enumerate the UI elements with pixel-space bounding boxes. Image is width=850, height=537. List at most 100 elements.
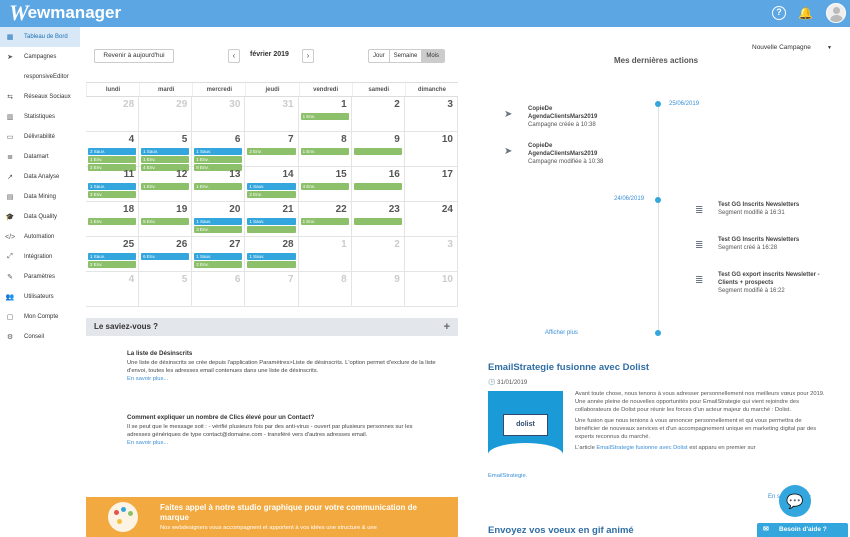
calendar-day-cell[interactable]: 28 1 Sauv.: [245, 237, 299, 272]
calendar-day-cell[interactable]: 26 6 Env.: [139, 237, 193, 272]
calendar-day-cell[interactable]: 27 1 Sauv. 2 Env.: [192, 237, 246, 272]
avatar[interactable]: [826, 3, 846, 23]
saved-event[interactable]: 1 Sauv.: [194, 148, 243, 155]
sent-event[interactable]: 1 Env.: [141, 183, 190, 190]
calendar-day-cell[interactable]: 11 1 Sauv. 3 Env.: [86, 167, 140, 202]
news-source-link[interactable]: EmailStrategie.: [488, 473, 528, 479]
tip-more-link[interactable]: En savoir plus...: [127, 439, 169, 446]
saved-event[interactable]: 1 Sauv.: [247, 253, 296, 260]
show-more-link[interactable]: Afficher plus: [545, 330, 578, 336]
calendar-day-cell[interactable]: 14 1 Sauv. 2 Env.: [245, 167, 299, 202]
next-month-button[interactable]: ›: [302, 49, 314, 63]
sent-event[interactable]: 1 Env.: [88, 218, 137, 225]
sent-event[interactable]: 2 Env.: [247, 148, 296, 155]
sidebar-item[interactable]: ▭ Délivrabilité: [0, 127, 80, 147]
sidebar-item[interactable]: 👥 Utilisateurs: [0, 287, 80, 307]
sent-event[interactable]: 1 Env.: [300, 148, 349, 155]
calendar-day-cell[interactable]: 2: [351, 237, 405, 272]
sent-event[interactable]: 1 Env.: [194, 156, 243, 163]
calendar-day-cell[interactable]: 10: [404, 272, 458, 307]
calendar-day-cell[interactable]: 17: [404, 167, 458, 202]
studio-promo-banner[interactable]: Faites appel à notre studio graphique po…: [86, 497, 458, 537]
calendar-day-cell[interactable]: 3: [404, 237, 458, 272]
sent-event[interactable]: 4 Env.: [300, 183, 349, 190]
help-button[interactable]: ✉ Besoin d'aide ?: [757, 523, 848, 537]
bell-icon[interactable]: 🔔: [798, 6, 813, 20]
sidebar-item[interactable]: ⇆ Réseaux Sociaux: [0, 87, 80, 107]
calendar-day-cell[interactable]: 23: [351, 202, 405, 237]
view-button[interactable]: Semaine: [390, 50, 423, 62]
calendar-day-cell[interactable]: 8: [298, 272, 352, 307]
calendar-day-cell[interactable]: 20 1 Sauv. 3 Env.: [192, 202, 246, 237]
calendar-day-cell[interactable]: 16: [351, 167, 405, 202]
sent-event[interactable]: [247, 226, 296, 233]
sidebar-item[interactable]: ≣ Datamart: [0, 147, 80, 167]
calendar-day-cell[interactable]: 12 1 Env.: [139, 167, 193, 202]
today-button[interactable]: Revenir à aujourd'hui: [94, 49, 174, 63]
calendar-day-cell[interactable]: 21 1 Sauv.: [245, 202, 299, 237]
sent-event[interactable]: 1 Env.: [300, 113, 349, 120]
calendar-day-cell[interactable]: 28: [86, 97, 140, 132]
saved-event[interactable]: 1 Sauv.: [194, 218, 243, 225]
action-item[interactable]: Test GG Inscrits Newsletters Segment mod…: [718, 201, 838, 217]
sidebar-item[interactable]: </> Automation: [0, 227, 80, 247]
sent-event[interactable]: [353, 148, 402, 155]
calendar-day-cell[interactable]: 4 2 Sauv. 1 Env. 3 Env.: [86, 132, 140, 171]
news-title[interactable]: EmailStrategie fusionne avec Dolist: [488, 362, 650, 373]
calendar-day-cell[interactable]: 1: [298, 237, 352, 272]
action-item[interactable]: Test GG Inscrits Newsletters Segment cré…: [718, 236, 838, 252]
sidebar-item[interactable]: 🎓 Data Quality: [0, 207, 80, 227]
sent-event[interactable]: 1 Env.: [141, 156, 190, 163]
saved-event[interactable]: 1 Sauv.: [194, 253, 243, 260]
sent-event[interactable]: 1 Env.: [194, 183, 243, 190]
calendar-day-cell[interactable]: 7 2 Env.: [245, 132, 299, 167]
saved-event[interactable]: 1 Sauv.: [141, 148, 190, 155]
saved-event[interactable]: 1 Sauv.: [247, 218, 296, 225]
action-item[interactable]: CopieDe AgendaClientsMars2019 Campagne c…: [528, 105, 618, 129]
sent-event[interactable]: 2 Env.: [194, 261, 243, 268]
calendar-day-cell[interactable]: 2: [351, 97, 405, 132]
action-item[interactable]: CopieDe AgendaClientsMars2019 Campagne m…: [528, 142, 618, 166]
news-image[interactable]: dolist: [488, 391, 563, 466]
chat-icon[interactable]: 💬: [779, 485, 811, 517]
calendar-day-cell[interactable]: 24: [404, 202, 458, 237]
saved-event[interactable]: 1 Sauv.: [88, 253, 137, 260]
calendar-day-cell[interactable]: 18 1 Env.: [86, 202, 140, 237]
sent-event[interactable]: 2 Env.: [88, 261, 137, 268]
calendar-day-cell[interactable]: 1 1 Env.: [298, 97, 352, 132]
calendar-day-cell[interactable]: 22 1 Env.: [298, 202, 352, 237]
calendar-day-cell[interactable]: 9: [351, 272, 405, 307]
sidebar-item[interactable]: ▤ Data Mining: [0, 187, 80, 207]
sidebar-item[interactable]: ▢ Mon Compte: [0, 307, 80, 327]
saved-event[interactable]: 1 Sauv.: [88, 183, 137, 190]
sent-event[interactable]: 4 Env.: [141, 164, 190, 171]
sidebar-item[interactable]: ✎ Paramètres: [0, 267, 80, 287]
sidebar-item[interactable]: responsiveEditor: [0, 67, 80, 87]
calendar-day-cell[interactable]: 10: [404, 132, 458, 167]
calendar-day-cell[interactable]: 5: [139, 272, 193, 307]
news-title[interactable]: Envoyez vos voeux en gif animé: [488, 525, 634, 536]
sent-event[interactable]: [353, 183, 402, 190]
sent-event[interactable]: 3 Env.: [194, 226, 243, 233]
expand-plus-icon[interactable]: +: [443, 321, 450, 333]
saved-event[interactable]: 1 Sauv.: [247, 183, 296, 190]
calendar-day-cell[interactable]: 30: [192, 97, 246, 132]
sent-event[interactable]: [247, 261, 296, 268]
new-campaign-select[interactable]: Nouvelle Campagne ▼: [748, 42, 836, 54]
sidebar-item[interactable]: ▦ Tableau de Bord: [0, 27, 80, 47]
calendar-day-cell[interactable]: 5 1 Sauv. 1 Env. 4 Env.: [139, 132, 193, 171]
calendar-day-cell[interactable]: 15 4 Env.: [298, 167, 352, 202]
calendar-day-cell[interactable]: 4: [86, 272, 140, 307]
prev-month-button[interactable]: ‹: [228, 49, 240, 63]
help-icon[interactable]: ?: [772, 6, 786, 20]
app-logo[interactable]: W ewmanager: [9, 0, 121, 25]
calendar-day-cell[interactable]: 3: [404, 97, 458, 132]
sent-event[interactable]: 8 Env.: [194, 164, 243, 171]
action-item[interactable]: Test GG export inscrits Newsletter - Cli…: [718, 271, 833, 295]
calendar-day-cell[interactable]: 8 1 Env.: [298, 132, 352, 167]
sidebar-item[interactable]: ⤢ Intégration: [0, 247, 80, 267]
sidebar-item[interactable]: ↗ Data Analyse: [0, 167, 80, 187]
saved-event[interactable]: 2 Sauv.: [88, 148, 137, 155]
sidebar-item[interactable]: ⚙ Conseil: [0, 327, 80, 347]
sidebar-item[interactable]: ▥ Statistiques: [0, 107, 80, 127]
